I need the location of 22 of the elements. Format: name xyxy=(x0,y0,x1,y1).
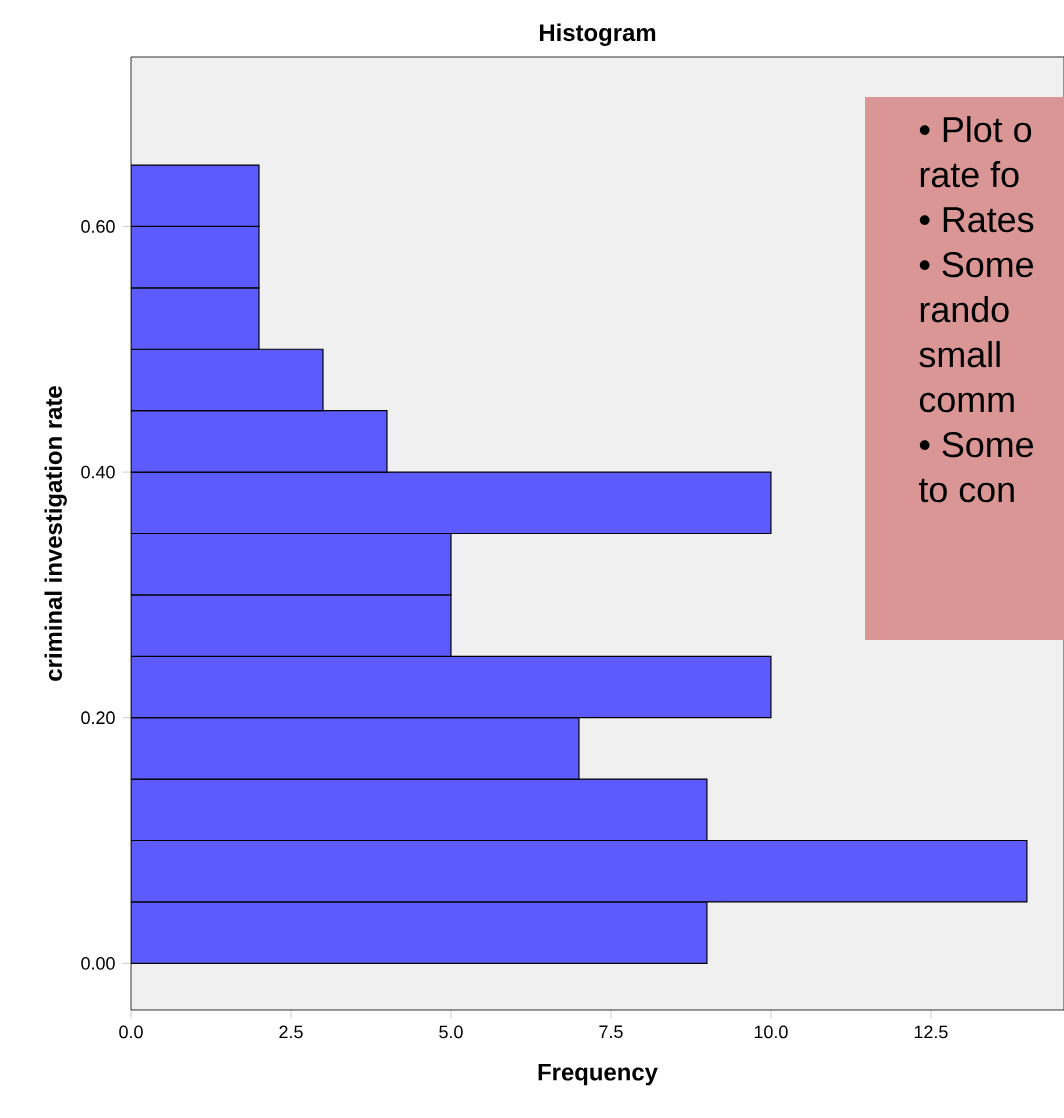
y-tick-label: 0.00 xyxy=(81,956,115,970)
x-tick-label: 5.0 xyxy=(439,1025,463,1039)
annotation: • Plot o xyxy=(919,115,1032,143)
annotation: • Rates xyxy=(919,207,1034,233)
chart-title: Histogram xyxy=(539,23,656,46)
annotation: small xyxy=(919,340,1000,368)
annotation: rando xyxy=(920,295,1009,323)
y-tick-label: 0.20 xyxy=(81,711,115,725)
x-tick-label: 12.5 xyxy=(914,1025,948,1039)
annotation: to con xyxy=(918,478,1014,503)
annotation: comm xyxy=(919,392,1014,413)
annotation: • Some xyxy=(919,251,1033,278)
y-tick-label: 0.40 xyxy=(81,465,115,479)
annotation: • Some xyxy=(919,431,1033,458)
y-tick-label: 0.60 xyxy=(81,220,115,233)
x-tick-label: 10.0 xyxy=(754,1025,788,1039)
x-tick-label: 7.5 xyxy=(599,1025,623,1039)
x-tick-label: 0.0 xyxy=(119,1025,143,1039)
x-tick-label: 2.5 xyxy=(279,1025,303,1039)
x-axis-title: Frequency xyxy=(538,1063,658,1086)
y-axis-title: criminal investigation rate xyxy=(44,386,67,681)
annotation: rate fo xyxy=(920,161,1019,188)
